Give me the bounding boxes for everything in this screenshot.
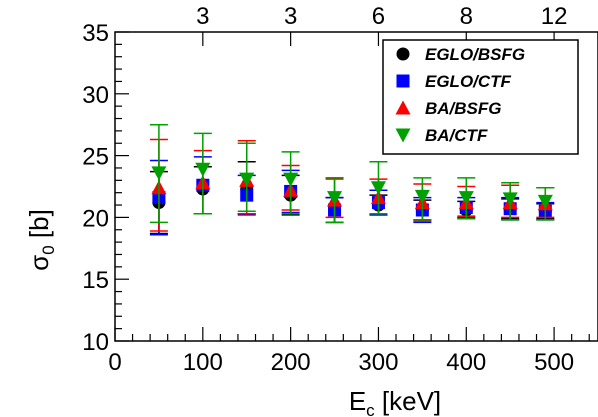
plot-frame [114, 31, 598, 342]
y-axis-title: σ0 [b] [24, 209, 58, 271]
legend-marker [395, 128, 411, 143]
data-point [327, 191, 343, 206]
x-tick-label: 0 [108, 349, 121, 376]
y-axis-title-unit: [b] [24, 209, 54, 245]
x-tick-label: 400 [446, 349, 486, 376]
top-tick-label: 12 [541, 3, 568, 30]
x-tick-label: 100 [183, 349, 223, 376]
data-point [239, 172, 255, 187]
legend-label: BA/BSFG [425, 99, 502, 118]
x-axis-title-unit: [keV] [375, 386, 441, 416]
legend-label: EGLO/BSFG [425, 45, 525, 64]
legend-label: EGLO/CTF [425, 72, 512, 91]
data-point [502, 192, 518, 207]
legend-marker [396, 74, 410, 88]
x-tick-label: 300 [358, 349, 398, 376]
y-tick-label: 30 [82, 82, 109, 109]
x-axis-title-sub: c [366, 401, 375, 417]
y-tick-label: 35 [82, 20, 109, 47]
series-eglo-bsfg [149, 161, 555, 235]
y-tick-label: 25 [82, 144, 109, 171]
data-point [458, 191, 474, 206]
x-tick-label: 200 [271, 349, 311, 376]
data-point [283, 172, 299, 187]
x-axis-title-main: E [349, 386, 366, 416]
x-axis-title: Ec [keV] [349, 386, 441, 417]
axis-ticks: 0 100 200 300 400 500 3 3 6 8 12 10 15 20 25 30 35 [82, 3, 590, 376]
legend-frame [382, 39, 579, 155]
y-tick-label: 20 [82, 205, 109, 232]
legend: EGLO/BSFG EGLO/CTF BA/BSFG BA/CTF [382, 39, 579, 155]
data-point [195, 162, 211, 177]
data-points [149, 123, 555, 236]
data-point [414, 189, 430, 204]
data-point [370, 181, 386, 196]
legend-label: BA/CTF [425, 126, 488, 145]
data-point [151, 166, 167, 181]
x-tick-label: 500 [534, 349, 574, 376]
legend-marker [395, 100, 411, 115]
data-point [537, 194, 553, 209]
y-axis-title-main: σ [24, 255, 54, 271]
series-eglo-ctf [149, 156, 555, 236]
series-ba-ctf [149, 123, 555, 224]
y-tick-label: 15 [82, 267, 109, 294]
top-tick-label: 3 [284, 3, 297, 30]
y-tick-label: 10 [82, 329, 109, 356]
top-tick-label: 6 [372, 3, 385, 30]
top-tick-label: 3 [196, 3, 209, 30]
y-axis-title-sub: 0 [39, 245, 58, 254]
legend-entries: EGLO/BSFG EGLO/CTF BA/BSFG BA/CTF [395, 45, 525, 145]
legend-marker [396, 47, 410, 61]
top-tick-label: 8 [460, 3, 473, 30]
